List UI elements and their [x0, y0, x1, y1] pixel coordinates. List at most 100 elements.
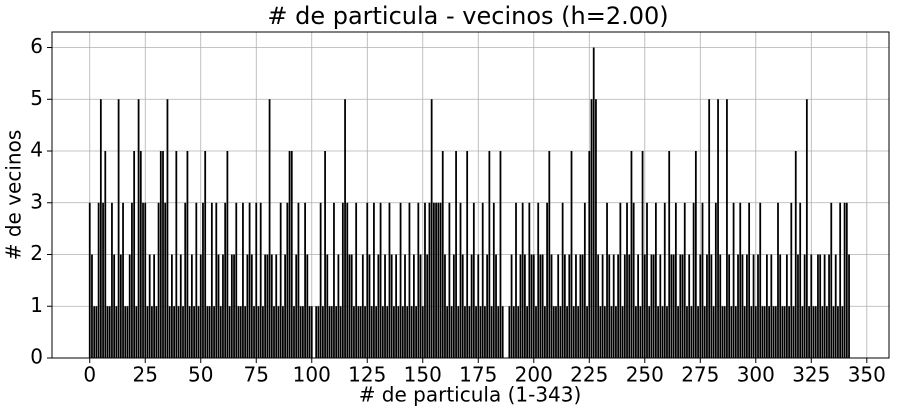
y-tick-label: 3	[30, 189, 43, 213]
bar	[559, 306, 562, 358]
bar	[290, 151, 293, 358]
bar	[552, 306, 555, 358]
bar	[428, 202, 431, 358]
bar	[393, 306, 395, 358]
bar	[657, 306, 659, 358]
bar	[674, 202, 677, 358]
bar	[179, 254, 182, 358]
bar	[477, 254, 480, 358]
bar	[555, 306, 557, 358]
bar	[779, 254, 782, 358]
bar	[404, 254, 406, 358]
bar	[199, 254, 202, 358]
x-tick-label: 300	[737, 363, 775, 387]
bar	[639, 306, 642, 358]
bar	[306, 254, 309, 358]
x-tick-label: 225	[570, 363, 608, 387]
bar	[341, 202, 344, 358]
bar	[353, 306, 355, 358]
bar	[155, 306, 158, 358]
bar	[270, 254, 273, 358]
bar	[641, 151, 644, 358]
bar	[197, 306, 200, 358]
bar	[768, 306, 770, 358]
bar	[535, 306, 537, 358]
y-tick-label: 6	[30, 34, 43, 58]
bar	[623, 254, 626, 358]
bar	[377, 254, 380, 358]
bar	[530, 254, 533, 358]
bar	[475, 306, 477, 358]
bar	[330, 306, 333, 358]
bar	[439, 202, 442, 358]
bar	[195, 202, 198, 358]
bar	[430, 99, 433, 359]
bar	[468, 306, 471, 358]
bar	[250, 254, 253, 358]
bar	[168, 306, 171, 358]
bar	[692, 202, 695, 358]
bar	[643, 254, 646, 358]
bar	[617, 254, 620, 358]
bar	[484, 306, 486, 358]
bar	[224, 202, 227, 358]
x-tick-label: 250	[626, 363, 664, 387]
bar	[324, 151, 326, 358]
bar	[777, 202, 779, 358]
bar	[239, 306, 242, 358]
bar	[783, 306, 786, 358]
bar	[401, 306, 404, 358]
bar	[277, 306, 280, 358]
bar	[774, 306, 777, 358]
bar	[845, 202, 848, 358]
bar	[122, 202, 124, 358]
bar	[117, 99, 120, 359]
bar	[810, 254, 813, 358]
bar	[663, 202, 666, 358]
bar	[230, 254, 233, 358]
bar	[381, 306, 384, 358]
bar	[257, 306, 260, 358]
bar	[848, 254, 850, 358]
bar	[424, 202, 426, 358]
bar	[412, 254, 415, 358]
bar	[308, 306, 311, 358]
bar	[441, 151, 444, 358]
bar	[137, 99, 140, 359]
bar	[612, 254, 615, 358]
bar	[188, 306, 191, 358]
bar	[694, 151, 697, 358]
bar	[568, 254, 571, 358]
bar	[706, 254, 708, 358]
x-tick-label: 0	[83, 363, 96, 387]
bar	[348, 254, 351, 358]
bar	[366, 202, 369, 358]
bar	[701, 202, 704, 358]
bar	[732, 202, 735, 358]
x-tick-label: 325	[792, 363, 830, 387]
bar	[797, 254, 799, 358]
bar	[408, 202, 411, 358]
bar	[817, 254, 819, 358]
bar	[88, 202, 91, 358]
bar	[113, 254, 116, 358]
bar	[746, 254, 748, 358]
x-tick-label: 75	[244, 363, 269, 387]
x-tick-label: 350	[848, 363, 886, 387]
bar	[444, 254, 446, 358]
bar	[295, 254, 298, 358]
bar	[93, 306, 96, 358]
bar	[583, 202, 586, 358]
bar	[219, 306, 222, 358]
bar	[268, 99, 271, 359]
bar	[752, 254, 755, 358]
bar	[399, 202, 402, 358]
bar	[841, 306, 844, 358]
bar	[457, 306, 460, 358]
bar	[572, 306, 575, 358]
bar	[304, 202, 306, 358]
bar	[273, 306, 275, 358]
bar	[226, 151, 229, 358]
bar	[166, 99, 169, 359]
bar	[608, 254, 611, 358]
